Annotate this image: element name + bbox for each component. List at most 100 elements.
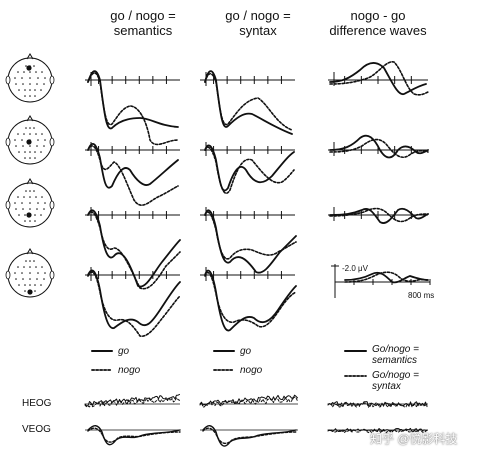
wave-nogo (87, 271, 181, 337)
legend-diff-semantics-line2: semantics (372, 355, 418, 366)
electrode-dot (17, 71, 19, 73)
electrode-dot (37, 139, 39, 141)
electrode-dot (34, 151, 36, 153)
header-difference: nogo - go difference waves (318, 8, 438, 38)
electrode-dot (24, 151, 26, 153)
heog-trace-nogo (327, 402, 428, 408)
legend-diff-syntax: Go/nogo = syntax (372, 370, 419, 392)
legend-go-label-2: go (240, 346, 252, 357)
legend-go-label: go (118, 346, 130, 357)
header-syntax-line2: syntax (239, 23, 277, 38)
electrode-dot (34, 290, 36, 292)
electrode-dot (22, 83, 24, 85)
head-ear-right (49, 270, 55, 280)
electrode-dot (34, 284, 36, 286)
electrode-dot (21, 202, 23, 204)
electrode-dot (41, 196, 43, 198)
electrode-dot (29, 208, 31, 210)
electrode-dot (29, 202, 31, 204)
electrode-dot (36, 208, 38, 210)
electrode-dot (41, 133, 43, 135)
electrode-dot (34, 95, 36, 97)
electrode-dot (18, 284, 20, 286)
electrode-dot (17, 266, 19, 268)
electrode-dot (15, 208, 17, 210)
wave-go (204, 70, 293, 135)
header-difference-line1: nogo - go (350, 8, 406, 23)
head-ear-left (5, 200, 11, 210)
heog-trace-nogo (199, 396, 298, 408)
head-nose (26, 53, 34, 60)
wave-nogo (87, 211, 181, 290)
electrode-dot (29, 83, 31, 85)
electrode-dot (23, 71, 25, 73)
head-ear-right (49, 200, 55, 210)
electrode-dot (29, 190, 31, 192)
wave-diff-syntax (329, 138, 429, 159)
electrode-dot (44, 272, 46, 274)
header-semantics-line1: go / nogo = (110, 8, 176, 23)
electrode-dot (44, 139, 46, 141)
head-ear-left (5, 137, 11, 147)
head-nose (26, 248, 34, 255)
wave-diff-syntax (344, 271, 429, 283)
electrode-dot (43, 208, 45, 210)
electrode-dot (18, 151, 20, 153)
electrode-dot (40, 284, 42, 286)
electrode-dot (34, 220, 36, 222)
electrode-dot (25, 127, 27, 129)
electrode-dot (29, 71, 31, 73)
electrode-dot (29, 284, 31, 286)
electrode-dot (23, 133, 25, 135)
electrode-dot (29, 266, 31, 268)
electrode-dot (29, 133, 31, 135)
heog-label: HEOG (22, 398, 52, 409)
veog-trace-nogo (87, 427, 181, 443)
electrode-dot (34, 157, 36, 159)
electrode-dot (14, 139, 16, 141)
electrode-dot (25, 190, 27, 192)
electrode-dot (44, 202, 46, 204)
electrode-dot (29, 278, 31, 280)
electrode-dot (35, 133, 37, 135)
head-ear-right (49, 75, 55, 85)
electrode-dot (37, 77, 39, 79)
veog-trace-nogo (202, 427, 297, 445)
electrode-dot (36, 145, 38, 147)
electrode-dot (29, 260, 31, 262)
electrode-dot (24, 157, 26, 159)
electrode-dot (24, 290, 26, 292)
electrode-dot (14, 77, 16, 79)
electrode-dot (21, 139, 23, 141)
electrode-selected (27, 289, 33, 295)
electrode-dot (29, 272, 31, 274)
electrode-dot (22, 278, 24, 280)
electrode-dot (35, 266, 37, 268)
electrode-dot (24, 284, 26, 286)
electrode-dot (43, 83, 45, 85)
header-semantics-line2: semantics (113, 23, 173, 38)
electrode-dot (21, 77, 23, 79)
electrode-dot (44, 77, 46, 79)
wave-nogo (204, 146, 295, 195)
electrode-dot (29, 95, 31, 97)
veog-trace-go (202, 425, 297, 447)
electrode-selected (26, 139, 32, 145)
electrode-dot (36, 278, 38, 280)
electrode-dot (25, 260, 27, 262)
electrode-dot (37, 272, 39, 274)
electrode-dot (33, 65, 35, 67)
electrode-dot (24, 95, 26, 97)
electrode-dot (24, 89, 26, 91)
scale-amplitude-label: -2.0 μV (342, 264, 368, 273)
head-nose (26, 115, 34, 122)
legend-diff-semantics-line1: Go/nogo = (372, 344, 419, 355)
electrode-dot (14, 202, 16, 204)
veog-trace-diff-semantics (327, 427, 428, 433)
legend-diff-semantics: Go/nogo = semantics (372, 344, 419, 366)
legend-diff-syntax-line2: syntax (372, 381, 401, 392)
header-difference-line2: difference waves (329, 23, 427, 38)
electrode-dot (22, 208, 24, 210)
electrode-dot (29, 196, 31, 198)
electrode-dot (22, 145, 24, 147)
